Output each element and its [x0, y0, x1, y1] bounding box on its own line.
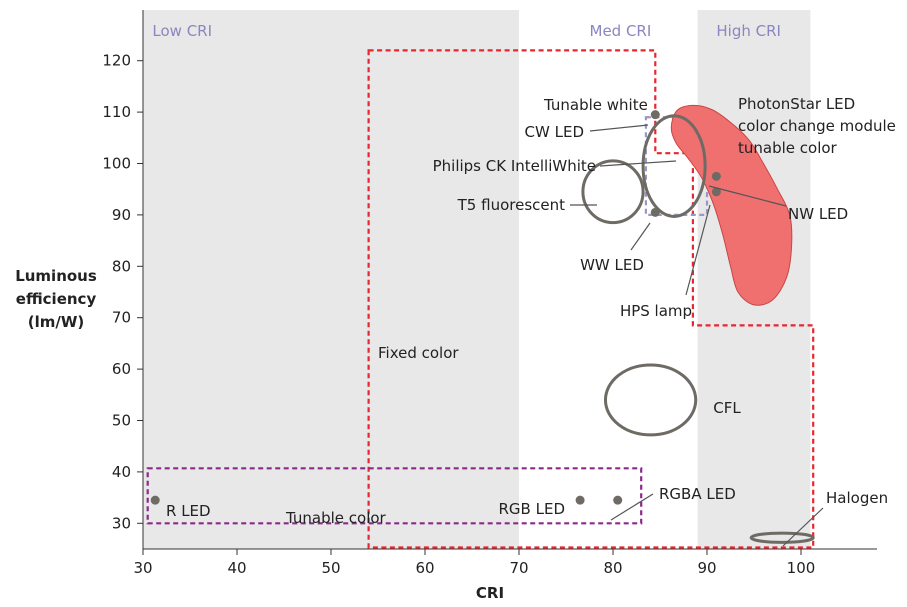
leader-line: [685, 204, 711, 296]
x-tick-label: 50: [321, 559, 340, 577]
x-tick-label: 90: [697, 559, 716, 577]
label-cfl: CFL: [713, 399, 741, 417]
axes: [142, 10, 877, 550]
lamp-ellipses: [581, 114, 815, 544]
x-axis-title: CRI: [476, 584, 504, 602]
label-tunable-white: Tunable white: [543, 96, 648, 114]
point-hps-lamp: [711, 187, 721, 197]
label-cw-led: CW LED: [525, 123, 584, 141]
label-r-led: R LED: [166, 502, 211, 520]
photonstar-blob: [670, 104, 793, 306]
region-tunable-color: [146, 467, 643, 525]
x-tick-label: 40: [227, 559, 246, 577]
ellipse-cfl: [603, 363, 698, 437]
y-tick-label: 60: [112, 360, 131, 378]
band-label-med-cri: Med CRI: [590, 22, 652, 40]
leader-line: [610, 493, 654, 521]
x-tick-label: 30: [133, 559, 152, 577]
y-tick-label: 40: [112, 463, 131, 481]
label-rgba-led: RGBA LED: [659, 485, 736, 503]
label-tunable-color: Tunable color: [285, 509, 387, 527]
y-tick-label: 70: [112, 309, 131, 327]
y-tick-label: 30: [112, 514, 131, 532]
ellipse-halogen: [749, 531, 815, 544]
label-rgb-led: RGB LED: [499, 500, 566, 518]
label-photonstar-line-1: PhotonStar LED: [738, 95, 855, 113]
x-tick-label: 70: [509, 559, 528, 577]
y-tick-label: 100: [102, 155, 131, 173]
leader-line: [599, 160, 677, 167]
leader-line: [630, 222, 651, 251]
lamp-points: [150, 110, 721, 505]
point-r-led: [150, 495, 160, 505]
label-photonstar-line-2: color change module: [738, 117, 896, 135]
y-tick-label: 110: [102, 103, 131, 121]
leader-line: [708, 185, 787, 207]
point-rgba-led: [613, 495, 623, 505]
label-fixed-color: Fixed color: [378, 344, 459, 362]
y-axis-title-line-2: efficiency: [16, 290, 97, 308]
band-low-cri: [143, 10, 519, 549]
band-label-low-cri: Low CRI: [152, 22, 212, 40]
label-ww-led: WW LED: [580, 256, 644, 274]
band-label-high-cri: High CRI: [716, 22, 781, 40]
label-t5-fluorescent: T5 fluorescent: [457, 196, 565, 214]
point-ww-led: [650, 207, 660, 217]
y-axis-title-line-1: Luminous: [15, 267, 97, 285]
y-tick-label: 90: [112, 206, 131, 224]
point-nw-led: [711, 171, 721, 181]
region-fixed-color: [367, 49, 815, 549]
x-tick-label: 100: [787, 559, 816, 577]
y-axis-title-line-3: (lm/W): [28, 313, 85, 331]
x-tick-label: 80: [603, 559, 622, 577]
point-rgb-led: [575, 495, 585, 505]
label-philips-ck-intelliwhite: Philips CK IntelliWhite: [433, 157, 596, 175]
point-cw-led: [650, 110, 660, 120]
label-hps-lamp: HPS lamp: [620, 302, 692, 320]
leader-line: [782, 507, 824, 547]
ellipse-philips-ck-intelliwhite: [641, 114, 707, 218]
y-tick-label: 80: [112, 257, 131, 275]
label-photonstar-line-3: tunable color: [738, 139, 838, 157]
ticks: 30 40 50 60 70 80 90 100 30 40 50 60 70 80 90 100 110 120: [102, 52, 815, 577]
ellipse-t5-fluorescent: [581, 159, 645, 225]
photonstar-region: [670, 104, 793, 306]
y-tick-label: 120: [102, 52, 131, 70]
cri-bands: Low CRI Med CRI High CRI: [143, 10, 811, 549]
band-med-cri: [519, 10, 698, 549]
annotations: CW LED Philips CK IntelliWhite T5 fluoresc…: [166, 95, 896, 547]
label-nw-led: NW LED: [788, 205, 848, 223]
x-tick-label: 60: [415, 559, 434, 577]
y-tick-label: 50: [112, 412, 131, 430]
leader-line: [589, 124, 649, 132]
label-halogen: Halogen: [826, 489, 888, 507]
